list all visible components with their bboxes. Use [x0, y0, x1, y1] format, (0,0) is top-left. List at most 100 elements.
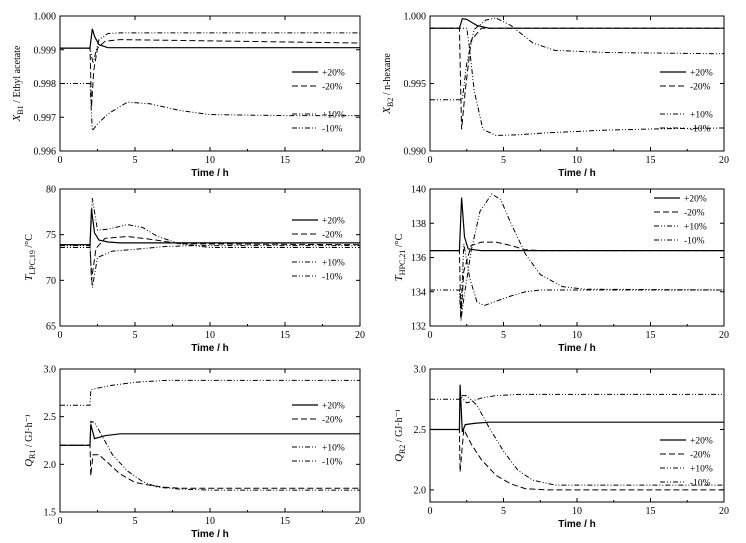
y-axis-label: THPC,21 /°C	[393, 233, 407, 281]
x-tick-label: 15	[280, 330, 290, 341]
legend-label: +20%	[322, 69, 345, 79]
legend: +20% -20% +10% -10%	[292, 402, 345, 468]
chart-thpc: 0 5 10 15 20 132 134 136 138 140 Time / h THPC,21 /…	[393, 185, 729, 355]
legend-label: -10%	[690, 125, 711, 135]
x-tick-label: 20	[719, 155, 729, 166]
x-tick-label: 10	[205, 155, 215, 166]
series-line-4	[430, 243, 724, 316]
legend-label: -20%	[690, 451, 711, 461]
y-axis-label-unit: /°C	[394, 233, 405, 249]
legend: +20% -20% +10% -10%	[654, 195, 707, 247]
y-tick-label: 2.0	[44, 460, 57, 471]
y-tick-label: 1.000	[404, 12, 427, 23]
x-tick-label: 10	[205, 330, 215, 341]
x-tick-label: 0	[58, 330, 63, 341]
x-axis-label: Time / h	[558, 168, 596, 179]
series-line-1	[430, 384, 724, 433]
series-line-4	[60, 245, 360, 288]
y-axis-label-main: T	[23, 274, 35, 281]
series-line-3	[60, 198, 360, 248]
legend-label: +20%	[690, 69, 713, 79]
y-axis-label: QR2 / GJ·h⁻¹	[393, 409, 407, 462]
series-line-1	[60, 209, 360, 246]
y-tick-label: 65	[46, 322, 56, 333]
x-tick-label: 15	[280, 516, 290, 527]
y-tick-label: 70	[46, 276, 56, 287]
y-axis-label-main: Q	[393, 454, 405, 462]
series-line-1	[60, 28, 360, 49]
y-axis-label-unit: / Ethyl acetate	[12, 45, 23, 105]
y-tick-label: 134	[411, 287, 426, 298]
y-tick-label: 0.990	[404, 147, 427, 158]
x-axis-label: Time / h	[191, 529, 229, 540]
x-tick-label: 5	[133, 155, 138, 166]
series-line-1	[430, 18, 724, 29]
x-tick-label: 10	[572, 155, 582, 166]
legend-label: +20%	[684, 195, 707, 205]
plot-frame	[429, 188, 725, 327]
x-tick-label: 20	[355, 330, 365, 341]
y-axis-label-subscript: LPC,19	[28, 250, 37, 275]
x-tick-label: 20	[355, 155, 365, 166]
series-line-2	[60, 39, 360, 108]
series-line-4	[430, 27, 724, 137]
series-line-4	[60, 83, 360, 133]
y-axis-label-main: X	[11, 113, 23, 122]
y-tick-label: 132	[411, 322, 426, 333]
x-tick-label: 10	[572, 506, 582, 517]
chart-qr1: 0 5 10 15 20 1.5 2.0 2.5 3.0 Time / h QR1 / GJ·h⁻¹…	[23, 365, 365, 541]
plot-frame	[429, 368, 725, 503]
x-axis-label: Time / h	[191, 168, 229, 179]
y-axis-label-unit: / GJ·h⁻¹	[394, 409, 405, 445]
y-tick-label: 0.999	[34, 45, 57, 56]
chart-xb1: 0 5 10 15 20 0.996 0.997 0.998 0.999 1.000 Time / …	[11, 12, 365, 180]
legend-label: -10%	[322, 125, 343, 135]
y-tick-label: 2.0	[414, 485, 427, 496]
y-tick-label: 75	[46, 230, 56, 241]
series-line-4	[60, 420, 360, 491]
x-tick-label: 5	[501, 155, 506, 166]
legend-label: +10%	[322, 259, 345, 269]
x-tick-label: 5	[133, 516, 138, 527]
x-tick-label: 5	[133, 330, 138, 341]
legend-label: +10%	[690, 465, 713, 475]
plot-frame	[59, 15, 361, 152]
legend-label: +10%	[322, 444, 345, 454]
chart-xb2: 0 5 10 15 20 0.990 0.995 1.000 Time / h XB2 / n-h…	[381, 12, 729, 180]
legend-label: -10%	[322, 273, 343, 283]
y-tick-label: 1.5	[44, 508, 57, 519]
series-line-1	[430, 197, 724, 252]
x-tick-label: 0	[428, 330, 433, 341]
y-tick-label: 80	[46, 185, 56, 196]
y-axis-label: TLPC,19 /°C	[23, 234, 37, 281]
legend-label: -20%	[322, 83, 343, 93]
y-tick-label: 0.998	[34, 79, 57, 90]
y-axis-label-subscript: R2	[398, 445, 407, 454]
y-axis-label-subscript: HPC,21	[398, 250, 407, 276]
series-line-3	[430, 17, 724, 101]
y-tick-label: 136	[411, 253, 426, 264]
series-line-3	[60, 379, 360, 406]
legend-label: +10%	[690, 111, 713, 121]
legend-label: -10%	[684, 237, 705, 247]
x-tick-label: 10	[572, 330, 582, 341]
y-tick-label: 0.997	[34, 113, 57, 124]
y-axis-label-main: Q	[23, 459, 35, 467]
x-tick-label: 0	[428, 506, 433, 517]
legend: +20% -20% +10% -10%	[660, 69, 713, 135]
series-line-3	[430, 193, 724, 321]
y-tick-label: 0.995	[404, 79, 427, 90]
legend-label: +20%	[322, 402, 345, 412]
legend-label: -20%	[690, 83, 711, 93]
series-line-3	[430, 393, 724, 404]
y-tick-label: 1.000	[34, 12, 57, 23]
y-tick-label: 3.0	[44, 365, 57, 376]
series-line-2	[430, 241, 724, 320]
x-axis-label: Time / h	[191, 343, 229, 354]
x-axis-label: Time / h	[558, 519, 596, 530]
legend-label: -20%	[322, 416, 343, 426]
x-tick-label: 15	[646, 506, 656, 517]
x-tick-label: 0	[428, 155, 433, 166]
y-axis-label: QR1 / GJ·h⁻¹	[23, 414, 37, 467]
